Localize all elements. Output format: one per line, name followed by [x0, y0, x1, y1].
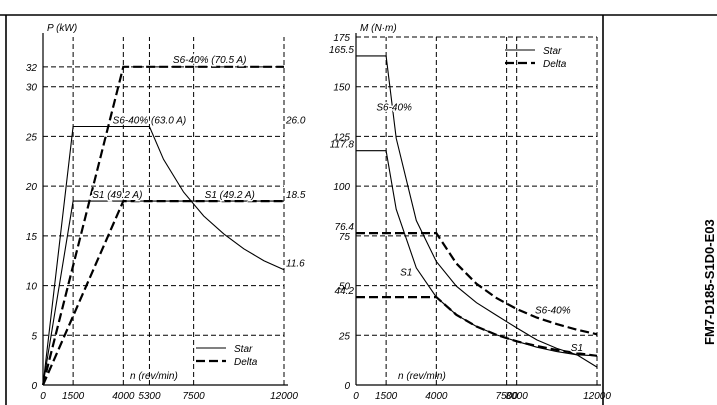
y-axis-label: M (N·m): [360, 23, 397, 34]
x-axis-label: n (rev/min): [398, 371, 446, 382]
annotation-label: 165.5: [329, 45, 354, 56]
series-line-delta-3: [41, 65, 284, 386]
y-tick-label: 10: [26, 282, 38, 293]
annotation-label: S1 (49.2 A): [205, 190, 255, 201]
annotation-label: S1 (49.2 A): [92, 190, 142, 201]
chart-1: 0 5 10 15 20 25 30 32 0 1500 4000 5300 7500 12000 P (k…: [25, 23, 306, 402]
y-axis-label: P (kW): [47, 23, 77, 34]
y-tick-label: 100: [333, 182, 350, 193]
annotation-label: S1: [400, 268, 412, 279]
annotation-label: S6-40%: [535, 305, 571, 316]
x-tick-label: 4000: [425, 391, 448, 402]
annotation-label: 76.4: [335, 222, 355, 233]
annotation-label: 18.5: [286, 190, 306, 201]
x-tick-label: 7500: [496, 391, 519, 402]
x-tick-label: 12000: [583, 391, 611, 402]
y-tick-label: 32: [26, 63, 38, 74]
y-tick-label: 0: [31, 381, 37, 392]
annotation-label: 44.2: [335, 286, 355, 297]
x-tick-label: 0: [40, 391, 46, 402]
x-axis-label: n (rev/min): [130, 371, 178, 382]
y-tick-label: 150: [333, 83, 350, 94]
x-tick-label: 12000: [270, 391, 298, 402]
series-line-star-1: [356, 55, 598, 368]
y-tick-label: 15: [26, 232, 38, 243]
y-tick-label: 5: [31, 331, 37, 342]
x-tick-label: 5300: [138, 391, 161, 402]
figure-code: FM7-D185-S1D0-E03: [702, 219, 717, 345]
y-tick-label: 50: [339, 282, 351, 293]
legend-label-star: Star: [234, 344, 253, 355]
y-tick-label: 25: [338, 331, 351, 342]
x-tick-label: 1500: [375, 391, 398, 402]
annotation-label: 26.0: [285, 115, 306, 126]
series-line-delta-4: [356, 296, 598, 357]
y-tick-label: 25: [25, 132, 38, 143]
y-tick-label: 0: [344, 381, 350, 392]
y-tick-label: 75: [339, 232, 351, 243]
x-tick-label: 8000: [506, 391, 529, 402]
legend-label-delta: Delta: [234, 357, 258, 368]
y-tick-label: 175: [333, 33, 350, 44]
y-tick-label: 20: [25, 182, 38, 193]
x-tick-label: 1500: [62, 391, 85, 402]
annotation-label: 117.8: [330, 140, 355, 151]
x-tick-label: 7500: [183, 391, 206, 402]
annotation-label: 11.6: [286, 259, 305, 270]
y-tick-label: 125: [333, 132, 350, 143]
y-tick-label: 30: [26, 83, 38, 94]
series-line-delta-3: [356, 232, 598, 336]
annotation-label: S1: [571, 343, 583, 354]
x-tick-label: 0: [353, 391, 359, 402]
legend-label-delta: Delta: [543, 59, 567, 70]
annotation-label: S6-40% (70.5 A): [173, 55, 247, 66]
legend-label-star: Star: [543, 46, 562, 57]
annotation-label: S6-40%: [376, 103, 412, 114]
annotation-label: S6-40% (63.0 A): [113, 116, 187, 127]
series-line-star-1: [42, 125, 285, 386]
series-line-delta-4: [41, 200, 284, 386]
x-tick-label: 4000: [112, 391, 135, 402]
